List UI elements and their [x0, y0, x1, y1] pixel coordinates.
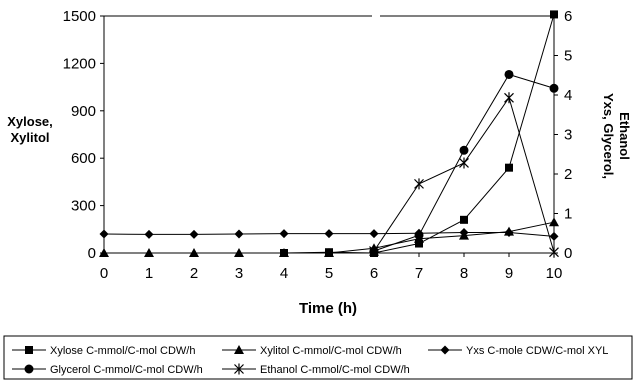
data-point-0-4: [460, 215, 468, 224]
data-point-0-5: [505, 163, 513, 172]
legend-item-0: Xylose C-mmol/C-mol CDW/h: [12, 345, 195, 357]
series-0: [280, 10, 558, 257]
y-right-tick-label-3: 3: [564, 127, 572, 144]
series-layer: [99, 10, 559, 258]
y-left-tick-label-2: 600: [71, 150, 96, 167]
legend: Xylose C-mmol/C-mol CDW/h Xylitol C-mmol/…: [12, 345, 608, 376]
y-left-tick-label-0: 0: [88, 245, 96, 262]
x-tick-label-2: 2: [190, 265, 198, 282]
data-point-2-9: [504, 227, 514, 237]
y-left-tick-label-3: 900: [71, 103, 96, 120]
data-point-1-2: [189, 248, 199, 257]
legend-label-3: Glycerol C-mmol/C-mol CDW/h: [50, 364, 203, 376]
data-point-4-1: [414, 178, 424, 190]
data-point-2-0: [99, 229, 109, 239]
data-point-3-2: [459, 145, 469, 155]
y-right-tick-label-0: 0: [564, 245, 572, 262]
x-tick-label-8: 8: [460, 265, 468, 282]
x-tick-label-4: 4: [280, 265, 288, 282]
data-point-3-3: [504, 69, 514, 79]
data-point-0-3: [415, 239, 423, 248]
series-4: [369, 92, 559, 258]
data-point-1-3: [234, 248, 244, 257]
series-2: [99, 227, 559, 241]
x-tick-label-6: 6: [370, 265, 378, 282]
y-right-tick-label-5: 5: [564, 48, 572, 65]
y-axis-left-title-line-2: Xylitol: [10, 130, 49, 145]
data-point-2-3: [234, 229, 244, 239]
x-tick-label-3: 3: [235, 265, 243, 282]
plot-frame: [103, 15, 555, 254]
data-point-1-5: [324, 248, 334, 257]
x-axis-title: Time (h): [299, 300, 357, 317]
data-point-4-3: [504, 92, 514, 104]
data-point-3-4: [549, 83, 559, 93]
y-right-tick-label-2: 2: [564, 166, 572, 183]
legend-item-1: Xylitol C-mmol/C-mol CDW/h: [222, 345, 402, 357]
y-right-tick-label-1: 1: [564, 206, 572, 223]
data-point-2-8: [459, 227, 469, 237]
legend-label-1: Xylitol C-mmol/C-mol CDW/h: [260, 345, 402, 357]
x-tick-label-10: 10: [546, 265, 563, 282]
x-tick-label-9: 9: [505, 265, 513, 282]
legend-marker-3: [24, 364, 34, 374]
plot-frame-gap: [372, 14, 380, 18]
data-point-2-4: [279, 229, 289, 239]
data-point-1-4: [279, 248, 289, 257]
data-point-1-1: [144, 248, 154, 257]
x-tick-label-1: 1: [145, 265, 153, 282]
x-tick-label-5: 5: [325, 265, 333, 282]
y-axis-left: 0 300 600 900 1200 1500: [63, 8, 104, 262]
y-left-tick-label-1: 300: [71, 198, 96, 215]
legend-item-4: Ethanol C-mmol/C-mol CDW/h: [222, 363, 410, 376]
legend-marker-2: [440, 345, 450, 355]
legend-item-2: Yxs C-mole CDW/C-mol XYL: [428, 345, 608, 357]
y-axis-right: 0 1 2 3 4 5 6: [554, 8, 572, 262]
data-point-2-10: [549, 231, 559, 241]
legend-marker-1: [234, 345, 244, 354]
x-tick-label-7: 7: [415, 265, 423, 282]
legend-label-2: Yxs C-mole CDW/C-mol XYL: [466, 345, 608, 357]
y-right-tick-label-4: 4: [564, 87, 572, 104]
data-point-3-1: [414, 230, 424, 240]
legend-label-0: Xylose C-mmol/C-mol CDW/h: [50, 345, 195, 357]
data-point-2-1: [144, 229, 154, 239]
legend-label-4: Ethanol C-mmol/C-mol CDW/h: [260, 364, 410, 376]
series-line-0: [283, 14, 555, 254]
data-point-2-2: [189, 229, 199, 239]
data-point-4-2: [459, 157, 469, 169]
y-right-tick-label-6: 6: [564, 8, 572, 25]
legend-item-3: Glycerol C-mmol/C-mol CDW/h: [12, 364, 203, 376]
y-axis-right-title-line-2: Ethanol: [617, 112, 632, 160]
y-axis-left-title-line-1: Xylose,: [7, 114, 53, 129]
legend-marker-0: [25, 346, 33, 354]
data-point-2-5: [324, 229, 334, 239]
x-axis: 0 1 2 3 4 5 6 7 8 9 10: [100, 253, 563, 282]
data-point-2-6: [369, 229, 379, 239]
legend-marker-4: [234, 363, 244, 375]
x-tick-label-0: 0: [100, 265, 108, 282]
legend-box: [3, 335, 633, 380]
y-left-tick-label-4: 1200: [63, 55, 96, 72]
data-point-0-6: [550, 10, 558, 19]
y-left-tick-label-5: 1500: [63, 8, 96, 25]
y-axis-right-title-line-1: Yxs, Glycerol,: [601, 93, 616, 179]
data-point-1-10: [549, 217, 559, 227]
